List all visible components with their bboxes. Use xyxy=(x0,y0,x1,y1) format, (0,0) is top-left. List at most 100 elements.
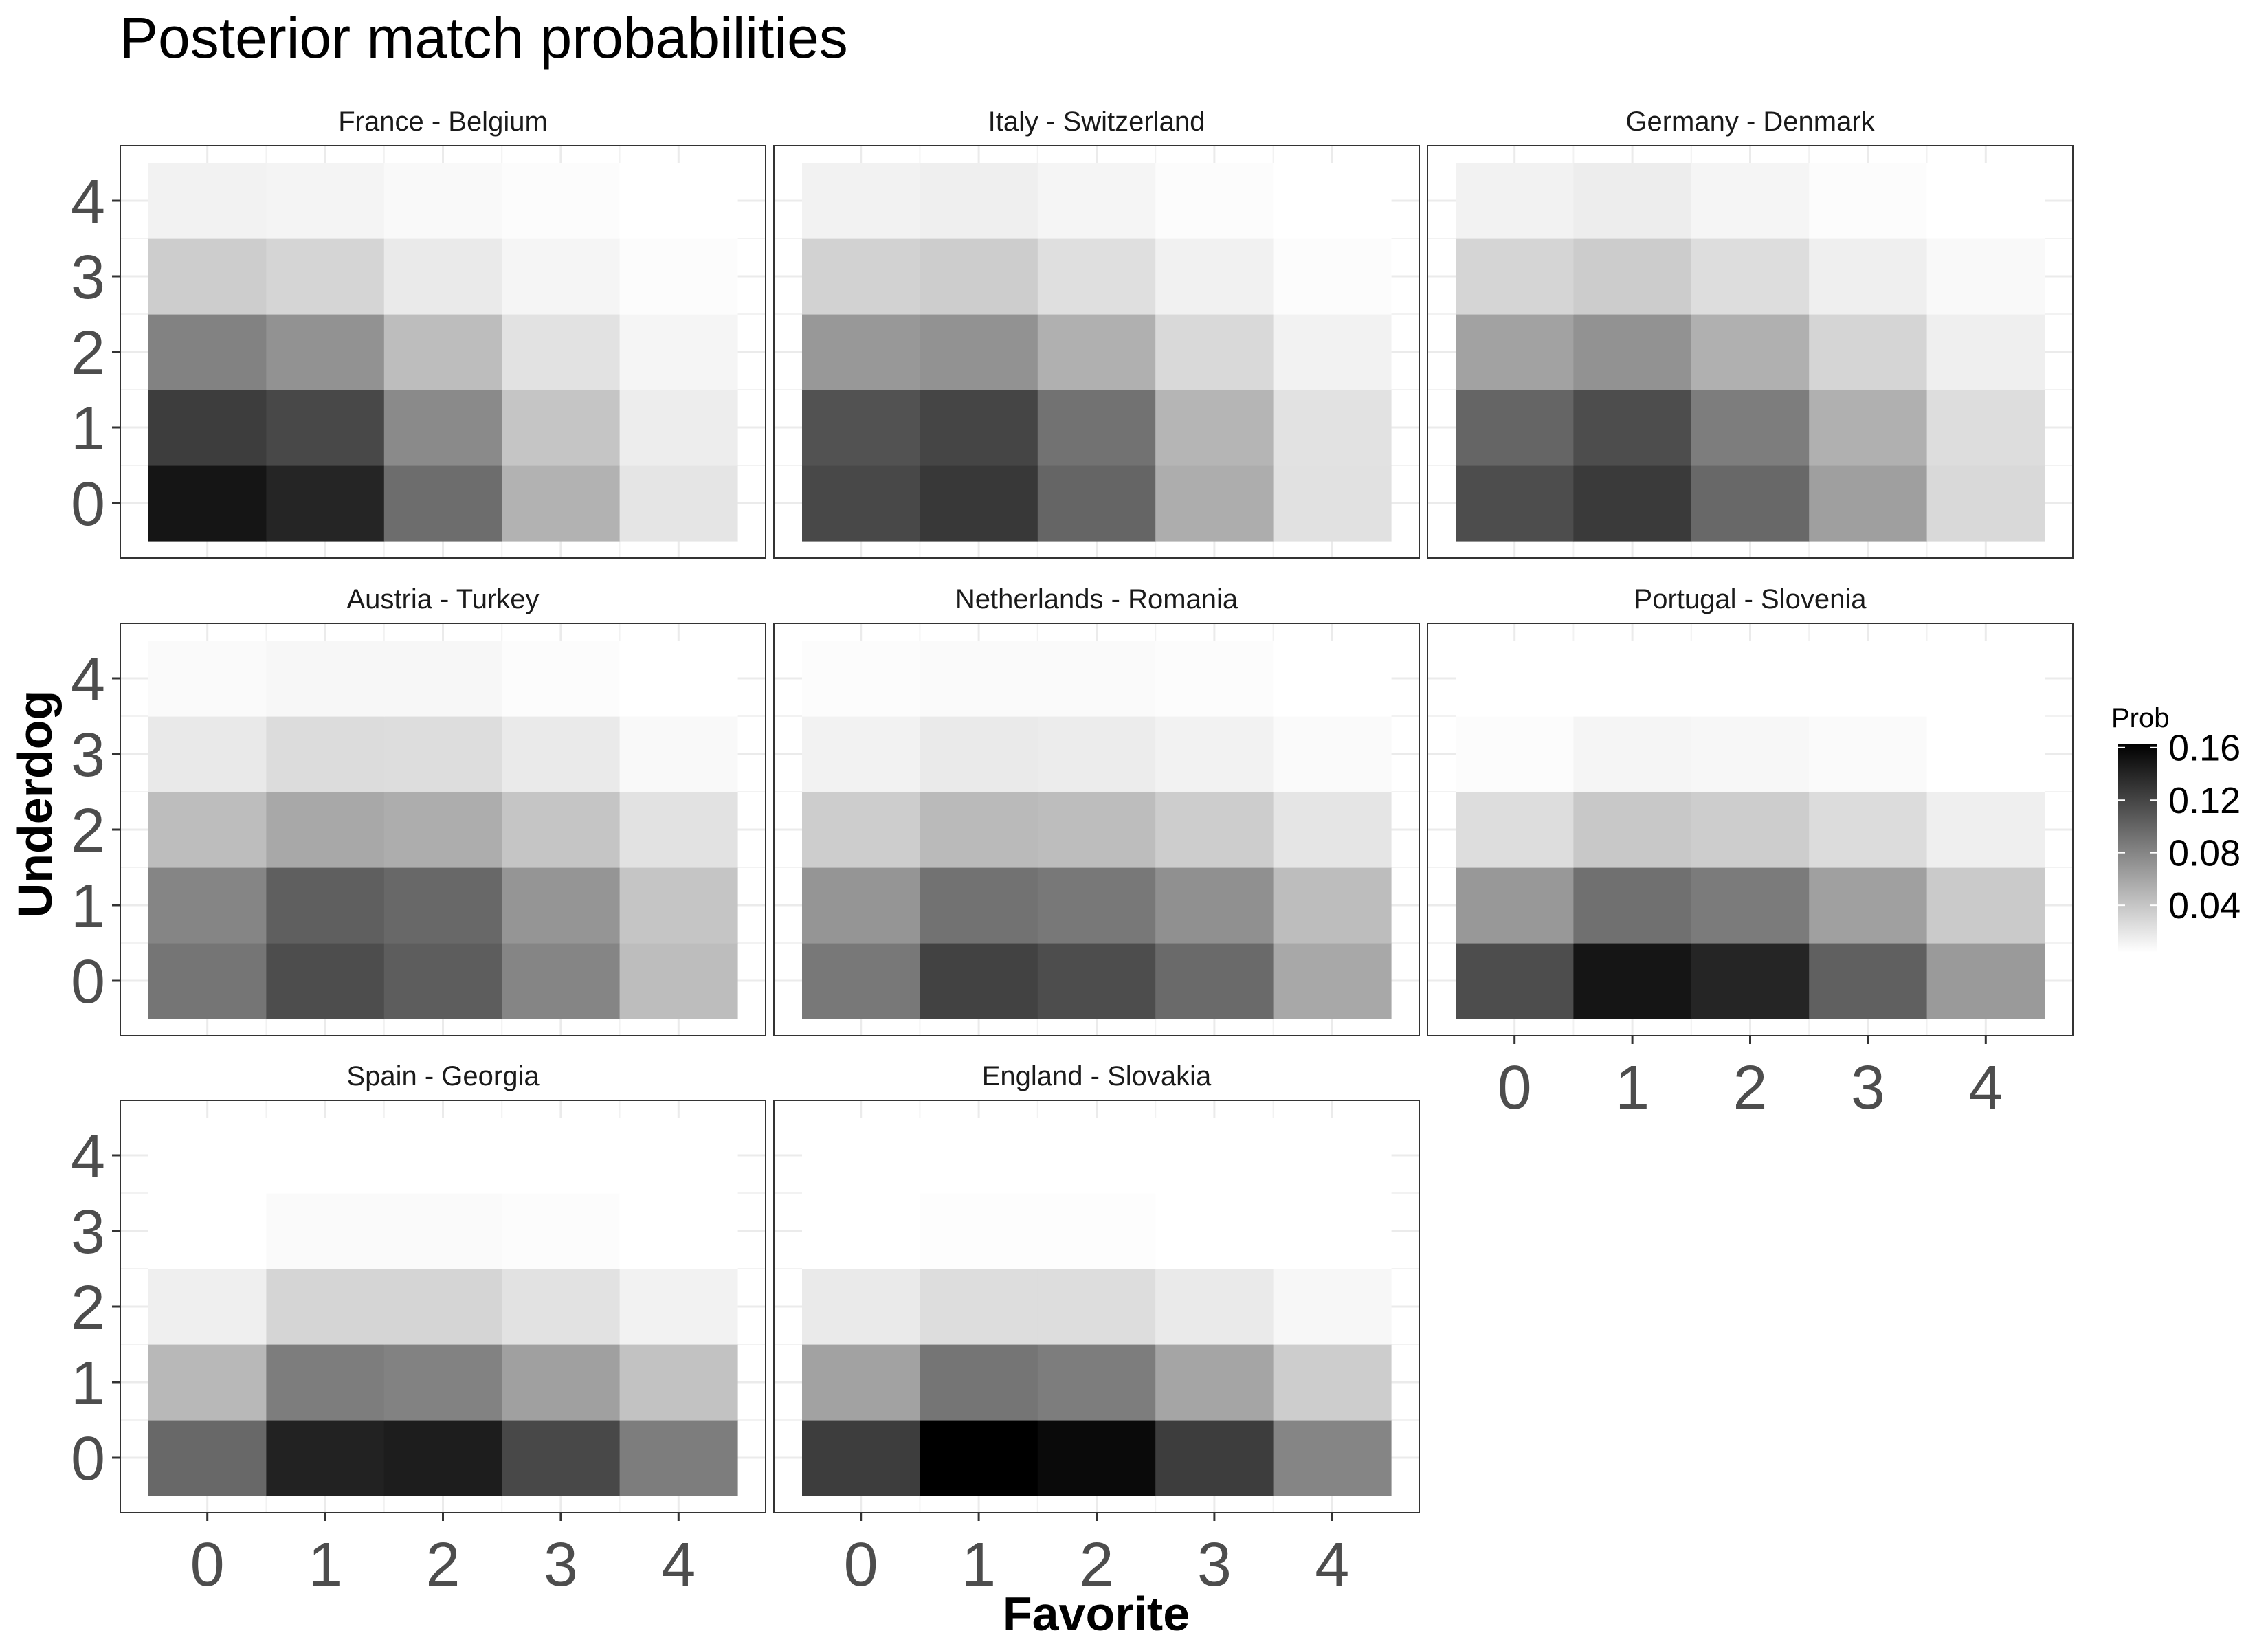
heatmap-tile xyxy=(1456,163,1574,239)
heatmap-tile xyxy=(266,867,384,944)
heatmap-tile xyxy=(148,238,267,315)
heatmap-tile xyxy=(1274,1344,1392,1421)
x-tick-label: 3 xyxy=(1851,1054,1885,1122)
heatmap-tile xyxy=(1691,792,1810,868)
heatmap-tile xyxy=(148,1118,267,1194)
y-tick-label: 1 xyxy=(71,395,105,463)
heatmap-tile xyxy=(148,1420,267,1496)
heatmap-tile xyxy=(1038,792,1156,868)
y-tick-label: 1 xyxy=(71,1349,105,1418)
heatmap-tile xyxy=(1927,390,2045,466)
heatmap-tile xyxy=(802,1420,920,1496)
heatmap-tile xyxy=(1573,943,1691,1019)
heatmap-tile xyxy=(148,465,267,542)
heatmap-tile xyxy=(802,1269,920,1345)
x-tick-label: 4 xyxy=(1315,1531,1349,1599)
heatmap-tile xyxy=(266,314,384,390)
heatmap-tile xyxy=(802,716,920,792)
heatmap-tile xyxy=(1038,465,1156,542)
heatmap-tile xyxy=(148,943,267,1019)
heatmap-tile xyxy=(148,867,267,944)
heatmap-tile xyxy=(620,465,738,542)
heatmap-tile xyxy=(502,1420,620,1496)
heatmap-tile xyxy=(384,1344,502,1421)
heatmap-tile xyxy=(920,1420,1038,1496)
heatmap-tile xyxy=(1274,867,1392,944)
heatmap-tile xyxy=(266,465,384,542)
x-axis-title: Favorite xyxy=(1003,1587,1190,1641)
heatmap-tile xyxy=(148,1193,267,1269)
heatmap-tile xyxy=(920,1269,1038,1345)
heatmap-tile xyxy=(1038,163,1156,239)
y-tick-label: 2 xyxy=(71,797,105,865)
heatmap-tile xyxy=(1927,716,2045,792)
heatmap-tile xyxy=(502,1193,620,1269)
heatmap-tile xyxy=(802,1344,920,1421)
x-tick-label: 1 xyxy=(308,1531,342,1599)
heatmap-tile xyxy=(266,641,384,717)
heatmap-tile xyxy=(920,867,1038,944)
heatmap-tile xyxy=(384,465,502,542)
legend-title: Prob xyxy=(2111,703,2170,733)
heatmap-tile xyxy=(1691,943,1810,1019)
facet-panel: Portugal - Slovenia 0 1 2 3 4 xyxy=(1427,584,2073,1122)
heatmap-tile xyxy=(384,792,502,868)
heatmap-tile xyxy=(802,943,920,1019)
facet-label: France - Belgium xyxy=(338,107,548,137)
heatmap-tile xyxy=(502,314,620,390)
heatmap-tile xyxy=(1456,716,1574,792)
y-axis-title: Underdog xyxy=(8,691,62,918)
heatmap-tile xyxy=(502,163,620,239)
heatmap-tile xyxy=(1927,641,2045,717)
heatmap-tile xyxy=(802,1118,920,1194)
heatmap-tile xyxy=(620,1118,738,1194)
heatmap-tile xyxy=(1274,390,1392,466)
heatmap-tile xyxy=(1038,1193,1156,1269)
heatmap-tile xyxy=(1573,465,1691,542)
heatmap-tile xyxy=(1274,465,1392,542)
heatmap-tile xyxy=(1038,314,1156,390)
y-tick-label: 4 xyxy=(71,168,105,236)
heatmap-tile xyxy=(1038,867,1156,944)
heatmap-tile xyxy=(384,163,502,239)
heatmap-tile xyxy=(384,1118,502,1194)
x-tick-label: 4 xyxy=(661,1531,696,1599)
heatmap-tile xyxy=(1155,314,1274,390)
heatmap-tile xyxy=(920,641,1038,717)
heatmap-tile xyxy=(384,238,502,315)
heatmap-tile xyxy=(1927,163,2045,239)
heatmap-tile xyxy=(1456,867,1574,944)
heatmap-tile xyxy=(620,641,738,717)
heatmap-tile xyxy=(1274,238,1392,315)
y-tick-label: 4 xyxy=(71,1122,105,1191)
heatmap-tile xyxy=(920,238,1038,315)
heatmap-tile xyxy=(1155,716,1274,792)
heatmap-tile xyxy=(1155,238,1274,315)
heatmap-tile xyxy=(1809,390,1927,466)
heatmap-tile xyxy=(1038,238,1156,315)
heatmap-tile xyxy=(1274,1269,1392,1345)
heatmap-tile xyxy=(1456,641,1574,717)
heatmap-tile xyxy=(920,465,1038,542)
heatmap-tile xyxy=(1155,943,1274,1019)
heatmap-tile xyxy=(266,390,384,466)
legend-break-label: 0.12 xyxy=(2168,780,2241,821)
heatmap-tile xyxy=(620,792,738,868)
facet-label: Netherlands - Romania xyxy=(955,584,1238,614)
heatmap-tile xyxy=(1456,238,1574,315)
heatmap-tile xyxy=(1691,238,1810,315)
heatmap-tile xyxy=(266,943,384,1019)
facet-panel: Spain - Georgia012340 1 2 3 4 xyxy=(71,1061,766,1599)
heatmap-tile xyxy=(1155,641,1274,717)
heatmap-tile xyxy=(1274,314,1392,390)
heatmap-tile xyxy=(1155,390,1274,466)
heatmap-tile xyxy=(920,314,1038,390)
heatmap-tile xyxy=(502,943,620,1019)
heatmap-tile xyxy=(502,1118,620,1194)
heatmap-tile xyxy=(384,641,502,717)
heatmap-tile xyxy=(620,943,738,1019)
heatmap-tile xyxy=(1155,163,1274,239)
heatmap-tile xyxy=(920,1193,1038,1269)
heatmap-tile xyxy=(1456,943,1574,1019)
